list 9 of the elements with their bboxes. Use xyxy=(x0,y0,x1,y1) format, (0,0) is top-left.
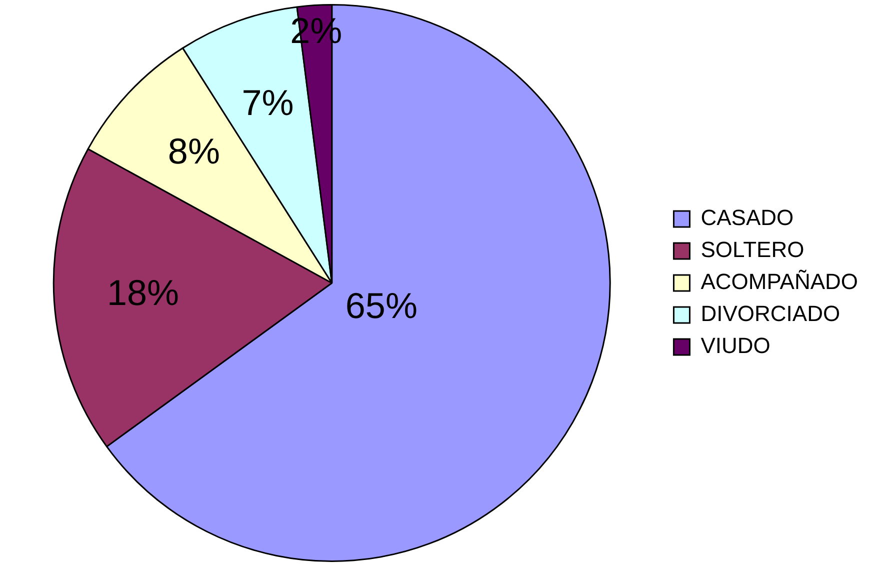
legend-label: ACOMPAÑADO xyxy=(700,269,858,294)
data-label: 65% xyxy=(345,285,418,326)
legend-label: VIUDO xyxy=(700,333,770,358)
data-label: 7% xyxy=(242,82,294,123)
legend-label: DIVORCIADO xyxy=(700,301,840,326)
data-label: 18% xyxy=(106,272,180,313)
legend-label: SOLTERO xyxy=(700,237,804,262)
legend-label: CASADO xyxy=(700,205,794,230)
data-label: 8% xyxy=(168,130,220,172)
